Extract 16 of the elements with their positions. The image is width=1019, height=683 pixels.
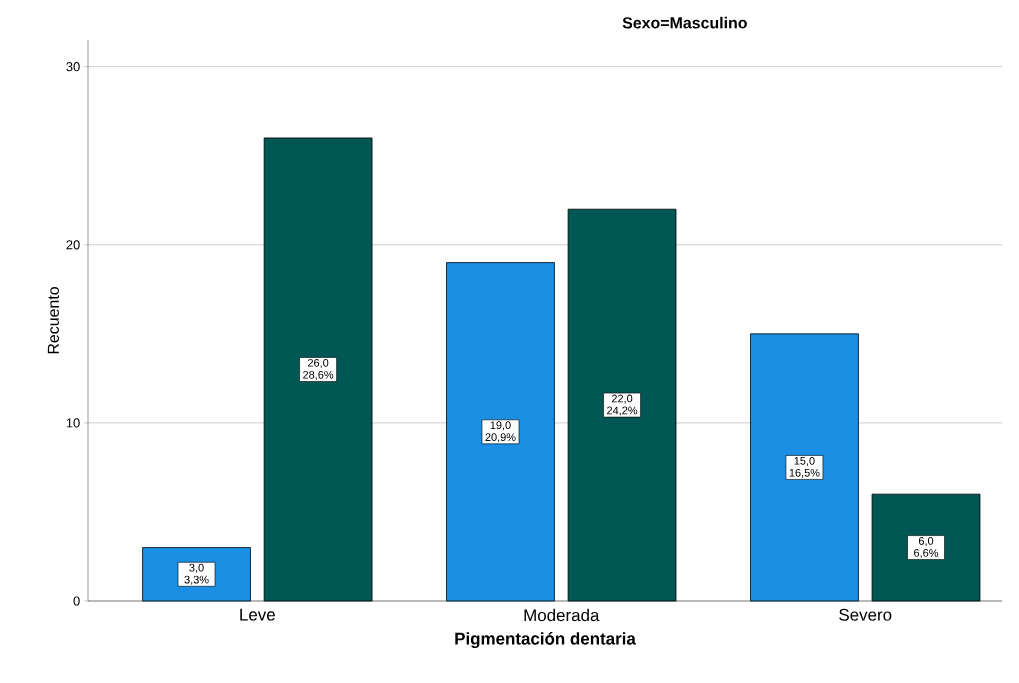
- y-tick-label: 10: [66, 418, 80, 428]
- x-tick-label: Severo: [839, 608, 892, 621]
- data-label: 3,0 3,3%: [184, 563, 209, 585]
- x-tick-label: Leve: [240, 608, 275, 621]
- data-label: 6,0 6,6%: [914, 537, 939, 559]
- x-tick-label: Moderada: [524, 608, 600, 622]
- data-label: 22,0 24,2%: [607, 394, 638, 416]
- data-label: 26,0 28,6%: [303, 358, 334, 380]
- data-label: 19,0 20,9%: [485, 421, 516, 443]
- y-tick-label: 20: [66, 240, 80, 250]
- chart-title: Sexo=Masculino: [622, 16, 747, 29]
- data-label: 15,0 16,5%: [789, 456, 820, 478]
- x-axis-title: Pigmentación dentaria: [455, 632, 636, 649]
- y-axis-title: Recuento: [47, 287, 59, 354]
- y-tick-label: 30: [66, 62, 80, 72]
- y-tick-label: 0: [73, 596, 80, 606]
